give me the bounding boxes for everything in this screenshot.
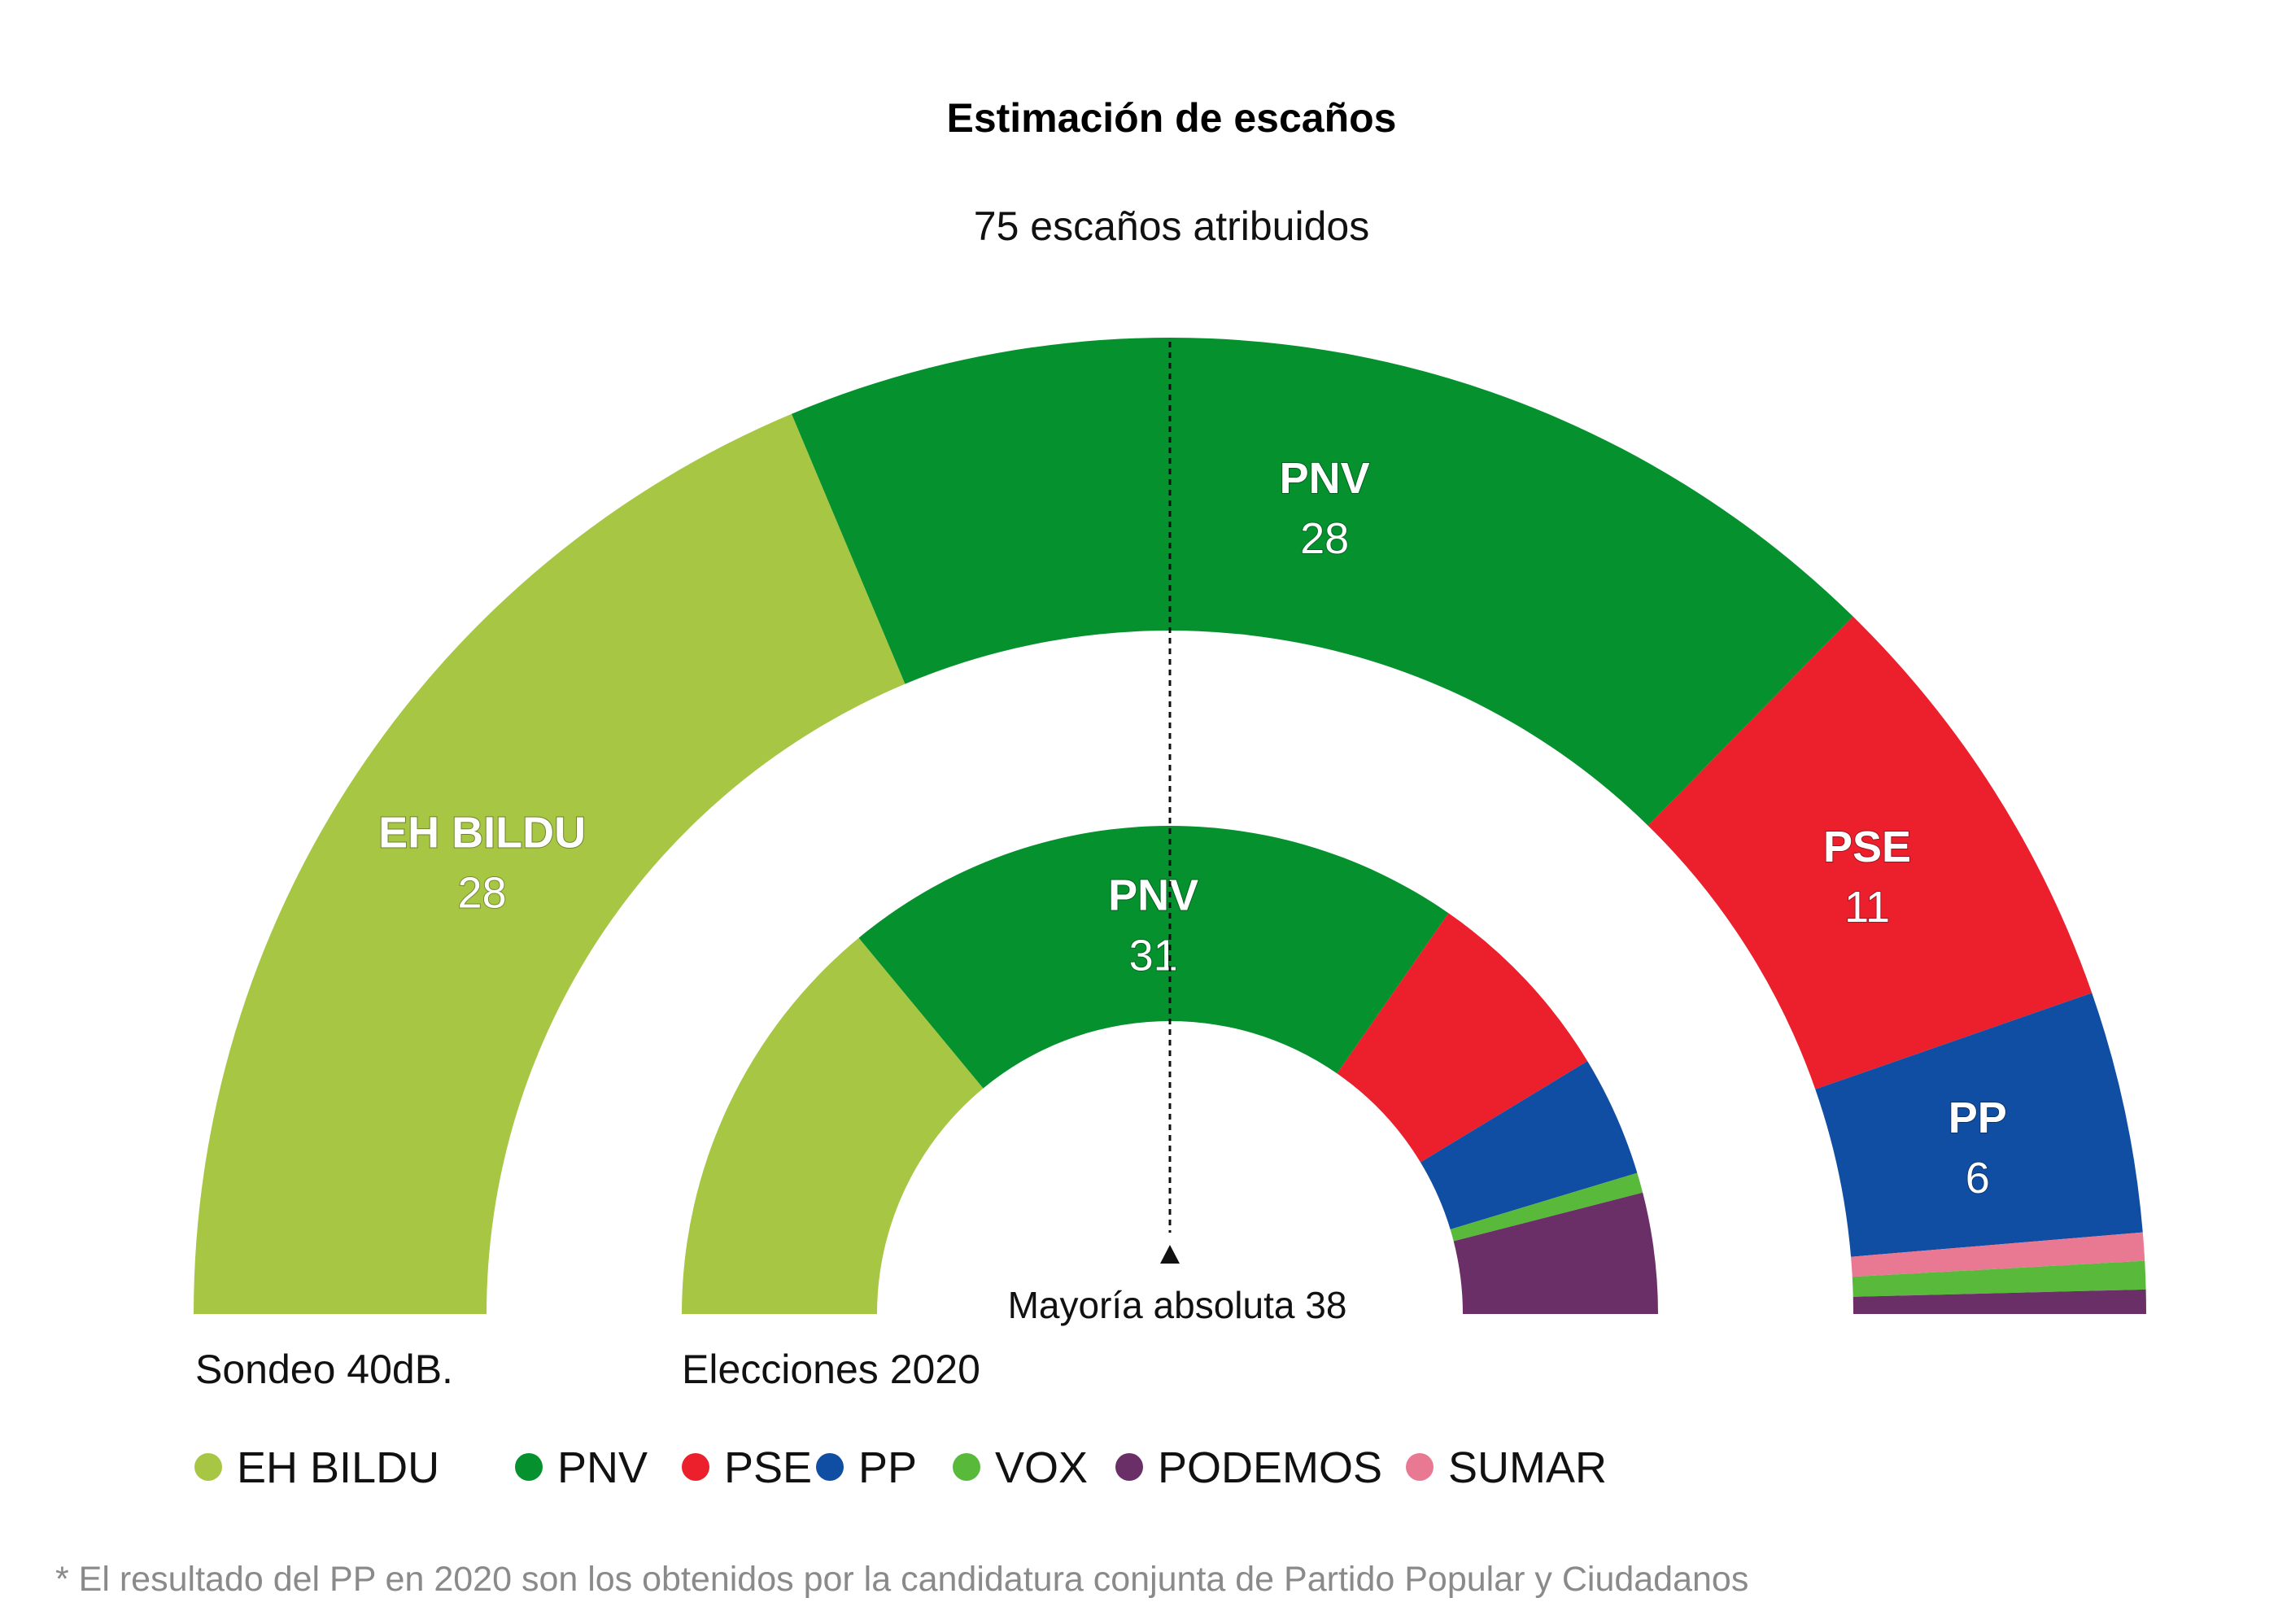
chart-subtitle: 75 escaños atribuidos: [974, 203, 1369, 249]
segment-vox: [1852, 1260, 2146, 1297]
legend-swatch-sumar: [1406, 1453, 1434, 1481]
segment-value-pse: 11: [1844, 883, 1890, 932]
legend: EH BILDU PNV PSE PP VOX PODEMOS SUMAR: [194, 1443, 1607, 1492]
legend-label-podemos: PODEMOS: [1158, 1443, 1382, 1492]
ring-sondeo: [194, 338, 2146, 1315]
legend-swatch-pp: [816, 1453, 844, 1481]
segment-label-pnv: PNV: [1280, 454, 1370, 503]
segment-pse: [1647, 616, 2093, 1089]
ring-label-sondeo: Sondeo 40dB.: [195, 1347, 453, 1392]
legend-label-eh-bildu: EH BILDU: [237, 1443, 439, 1492]
legend-swatch-pnv: [515, 1453, 543, 1481]
legend-swatch-pse: [682, 1453, 709, 1481]
segment-pnv: [791, 338, 1853, 826]
segment-label-eh-bildu: EH BILDU: [378, 808, 586, 857]
segment-eh-bildu: [194, 413, 906, 1315]
majority-label: Mayoría absoluta 38: [1008, 1284, 1347, 1326]
segment-label-pp: PP: [1949, 1094, 2007, 1142]
segment-value-pnv: 28: [1300, 514, 1349, 563]
segment-podemos: [1453, 1192, 1658, 1314]
segment-eh-bildu: [682, 937, 984, 1314]
segment-value-pp: 6: [1966, 1154, 1990, 1203]
segment-label-pnv: PNV: [1108, 871, 1198, 919]
ring-elecciones-2020: [682, 826, 1658, 1314]
segment-pse: [1337, 913, 1588, 1163]
majority-marker: [1160, 1245, 1180, 1264]
legend-swatch-podemos: [1115, 1453, 1143, 1481]
chart-title: Estimación de escaños: [946, 95, 1396, 141]
legend-swatch-vox: [953, 1453, 980, 1481]
segment-sumar: [1851, 1232, 2145, 1277]
legend-label-pnv: PNV: [557, 1443, 648, 1492]
segment-vox: [1450, 1172, 1643, 1242]
segment-label-pse: PSE: [1823, 823, 1911, 871]
segment-podemos: [1853, 1289, 2146, 1314]
ring-label-elecciones: Elecciones 2020: [682, 1347, 980, 1392]
footnote: * El resultado del PP en 2020 son los ob…: [55, 1560, 1748, 1599]
segment-pp: [1815, 993, 2143, 1257]
legend-label-pp: PP: [858, 1443, 917, 1492]
legend-label-pse: PSE: [724, 1443, 812, 1492]
legend-swatch-eh-bildu: [194, 1453, 222, 1481]
segment-pp: [1420, 1061, 1638, 1229]
legend-label-vox: VOX: [995, 1443, 1088, 1492]
legend-label-sumar: SUMAR: [1448, 1443, 1607, 1492]
segment-pnv: [858, 826, 1449, 1089]
segment-value-eh-bildu: 28: [458, 868, 507, 917]
